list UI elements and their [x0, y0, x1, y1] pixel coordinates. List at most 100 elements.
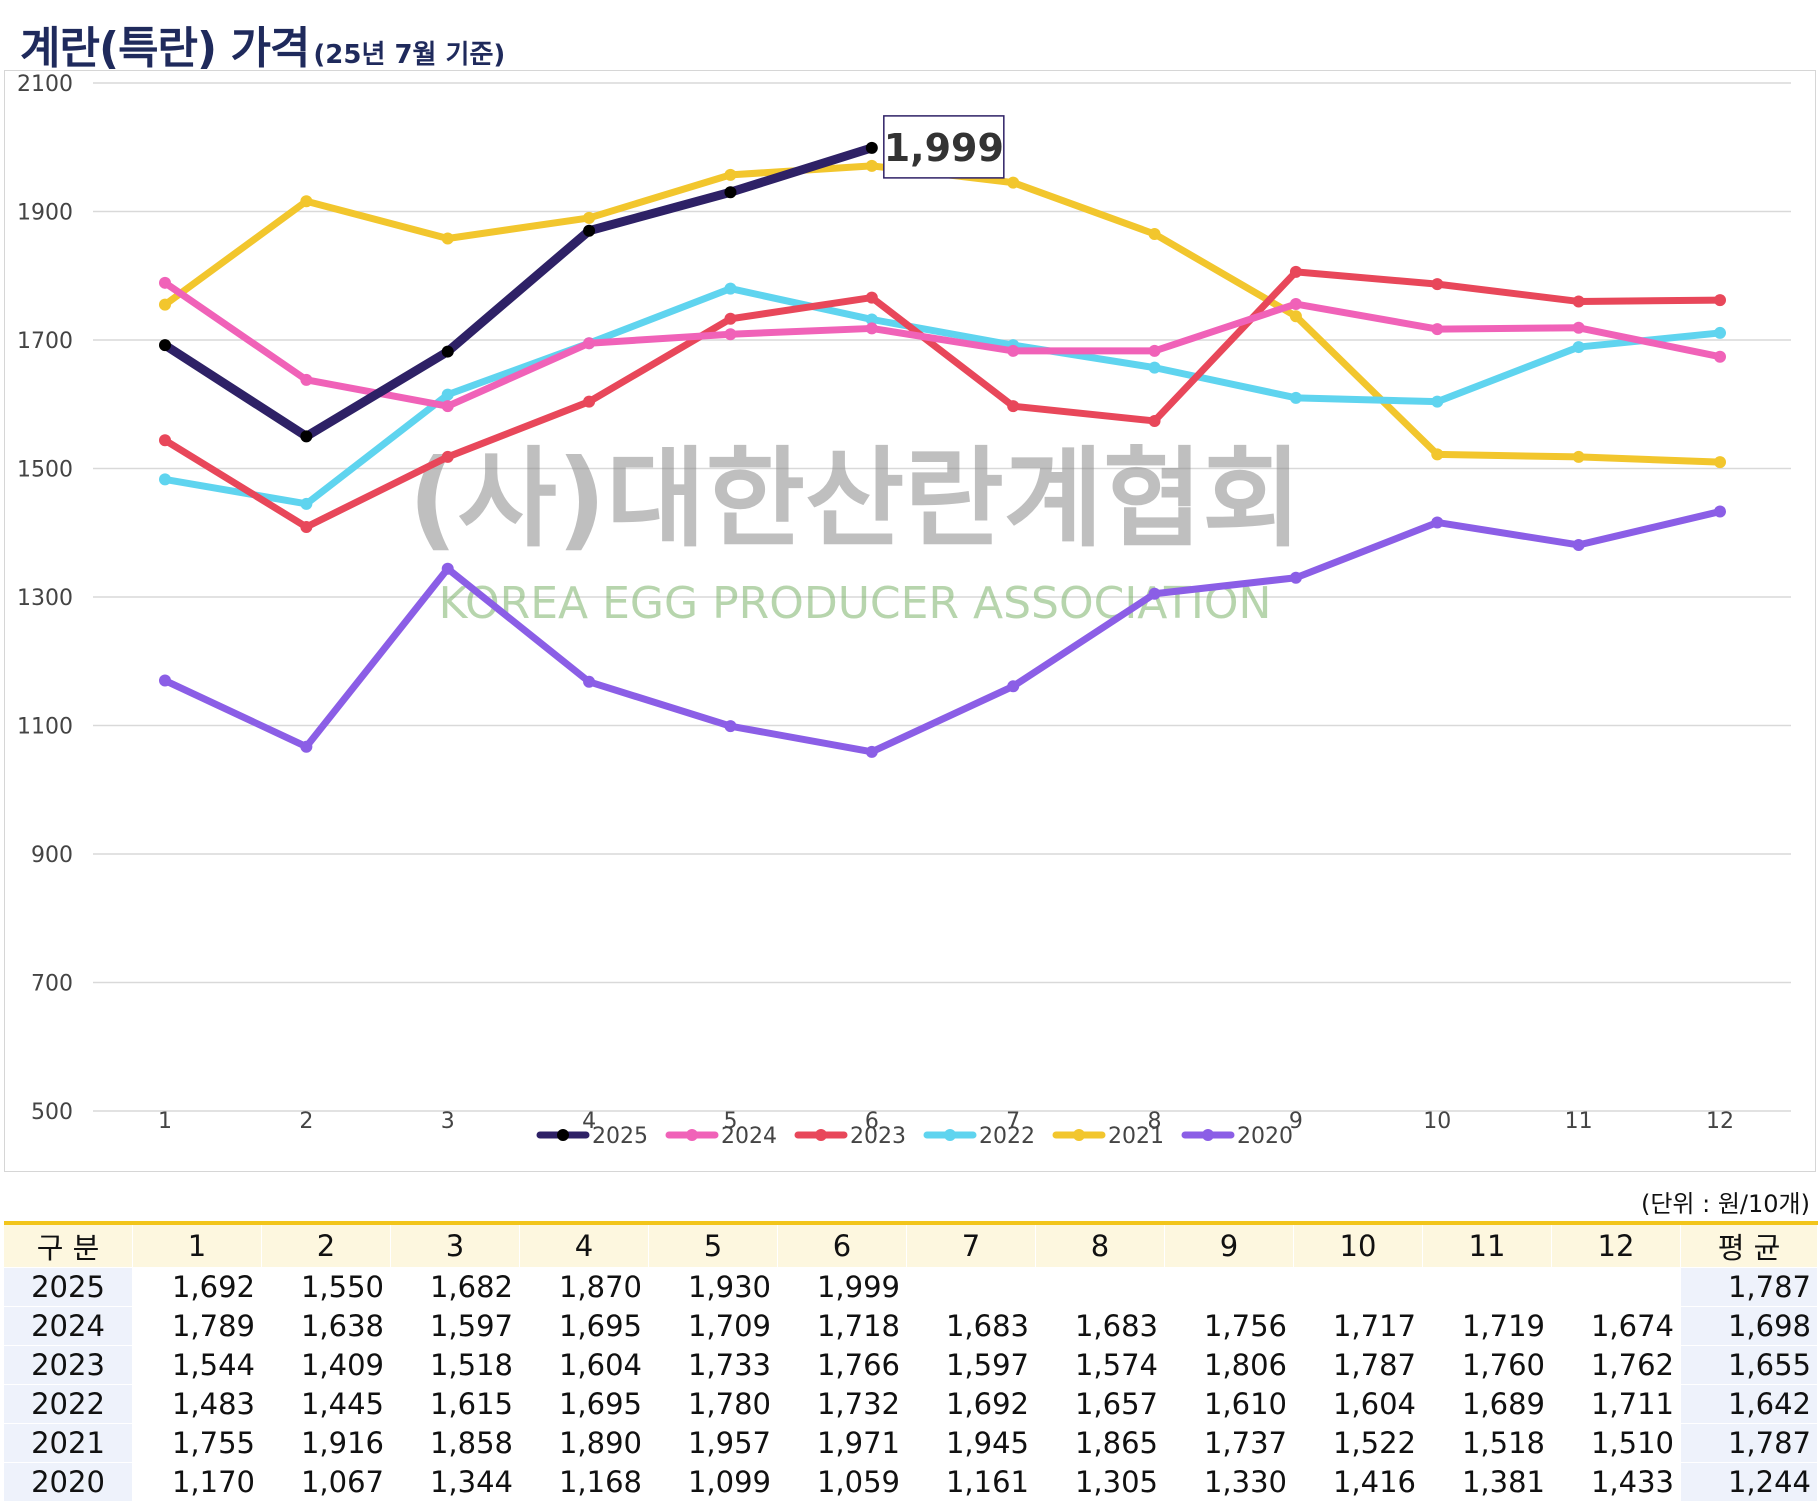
table-header-row: 구 분 1 2 3 4 5 6 7 8 9 10 11 12 평 균 — [4, 1223, 1818, 1268]
point-2021 — [300, 195, 313, 208]
watermark-english: KOREA EGG PRODUCER ASSOCIATION — [439, 578, 1272, 629]
point-2022 — [1431, 395, 1444, 408]
table-cell: 1,330 — [1164, 1462, 1294, 1502]
table-cell: 1,518 — [390, 1345, 520, 1385]
point-2023 — [724, 312, 737, 325]
table-cell: 1,305 — [1035, 1462, 1165, 1502]
point-2020 — [724, 720, 737, 733]
series-line-2022 — [161, 285, 1724, 508]
table-cell: 1,674 — [1551, 1306, 1681, 1346]
table-header-month: 11 — [1422, 1223, 1552, 1268]
watermark-korean: (사)대한산란계협회 — [408, 437, 1302, 562]
table-cell — [1164, 1267, 1294, 1307]
table-cell: 1,692 — [906, 1384, 1036, 1424]
point-2025 — [583, 224, 596, 237]
point-2021 — [1572, 450, 1585, 463]
table-cell: 1,806 — [1164, 1345, 1294, 1385]
table-cell — [1293, 1267, 1423, 1307]
point-2021 — [1007, 176, 1020, 189]
legend-marker-2025 — [557, 1129, 569, 1141]
table-cell — [1035, 1267, 1165, 1307]
point-2025 — [724, 186, 737, 199]
x-tick-label: 1 — [158, 1109, 172, 1134]
table-cell: 1,682 — [390, 1267, 520, 1307]
point-2024 — [1714, 350, 1726, 363]
table-cell: 1,610 — [1164, 1384, 1294, 1424]
table-row: 2024 1,789 1,638 1,597 1,695 1,709 1,718 1,683 1… — [4, 1306, 1818, 1346]
table-cell: 1,168 — [519, 1462, 649, 1502]
table-cell: 1,870 — [519, 1267, 649, 1307]
y-tick-label: 1500 — [17, 458, 73, 483]
y-tick-label: 1900 — [17, 201, 73, 226]
table-cell — [1551, 1267, 1681, 1307]
series-line-2025 — [160, 143, 877, 441]
table-header-label: 구 분 — [4, 1223, 133, 1268]
point-2021 — [441, 232, 454, 245]
table-cell: 1,522 — [1293, 1423, 1423, 1463]
legend-label-2020: 2020 — [1237, 1124, 1293, 1149]
point-2022 — [300, 497, 313, 510]
table-cell: 1,945 — [906, 1423, 1036, 1463]
point-2021 — [724, 168, 737, 181]
point-2022 — [865, 313, 878, 326]
point-2023 — [1572, 295, 1585, 308]
table-cell-average: 1,787 — [1680, 1423, 1818, 1463]
table-cell: 1,597 — [906, 1345, 1036, 1385]
x-tick-label: 4 — [582, 1109, 596, 1134]
table-row-year: 2020 — [4, 1462, 133, 1502]
table-cell: 1,733 — [648, 1345, 778, 1385]
table-cell: 1,433 — [1551, 1462, 1681, 1502]
x-tick-label: 9 — [1289, 1109, 1303, 1134]
y-tick-label: 900 — [31, 843, 73, 868]
table-cell: 1,059 — [777, 1462, 907, 1502]
table-cell: 1,971 — [777, 1423, 907, 1463]
table-cell: 1,638 — [261, 1306, 391, 1346]
table-cell: 1,689 — [1422, 1384, 1552, 1424]
table-cell: 1,597 — [390, 1306, 520, 1346]
series-line-2023 — [161, 268, 1724, 531]
table-row-year: 2025 — [4, 1267, 133, 1307]
legend-marker-2021 — [1073, 1129, 1085, 1141]
point-2023 — [300, 520, 313, 533]
table-cell: 1,695 — [519, 1306, 649, 1346]
table-header-month: 6 — [777, 1223, 907, 1268]
x-tick-label: 12 — [1706, 1109, 1734, 1134]
table-row-year: 2022 — [4, 1384, 133, 1424]
unit-note: (단위 : 원/10개) — [1640, 1190, 1810, 1218]
table-cell: 1,737 — [1164, 1423, 1294, 1463]
series-lines — [159, 141, 1726, 758]
table-row: 2023 1,544 1,409 1,518 1,604 1,733 1,766 1,597 1… — [4, 1345, 1818, 1385]
legend-label-2023: 2023 — [850, 1124, 906, 1149]
point-2024 — [1289, 298, 1302, 311]
legend-marker-2023 — [815, 1129, 827, 1141]
table-cell: 1,780 — [648, 1384, 778, 1424]
table-cell: 1,683 — [906, 1306, 1036, 1346]
table-row: 2021 1,755 1,916 1,858 1,890 1,957 1,971 1,945 1… — [4, 1423, 1818, 1463]
legend-label-2024: 2024 — [721, 1124, 777, 1149]
table-header-average: 평 균 — [1680, 1223, 1818, 1268]
table-cell: 1,550 — [261, 1267, 391, 1307]
annotation-box — [883, 115, 1005, 179]
table-cell: 1,544 — [132, 1345, 262, 1385]
x-tick-label: 6 — [865, 1109, 879, 1134]
table-cell: 1,099 — [648, 1462, 778, 1502]
chart-subtitle: (25년 7월 기준) — [313, 40, 506, 70]
table-header-month: 7 — [906, 1223, 1036, 1268]
point-2024 — [1431, 323, 1444, 336]
table-header-month: 10 — [1293, 1223, 1423, 1268]
table-cell: 1,067 — [261, 1462, 391, 1502]
y-axis-ticks: 500 700 900 1100 1300 1500 1700 1900 2100 — [17, 72, 73, 1125]
point-2023 — [1007, 400, 1020, 413]
point-2020 — [1289, 571, 1302, 584]
point-2020 — [1714, 505, 1726, 518]
point-2021 — [583, 211, 596, 224]
table-cell: 1,615 — [390, 1384, 520, 1424]
point-2022 — [1714, 326, 1726, 339]
point-2021 — [1148, 227, 1161, 240]
y-tick-label: 1300 — [17, 586, 73, 611]
point-2020 — [159, 674, 171, 687]
point-2020 — [1148, 587, 1161, 600]
point-2023 — [1148, 414, 1161, 427]
x-tick-label: 10 — [1423, 1109, 1451, 1134]
